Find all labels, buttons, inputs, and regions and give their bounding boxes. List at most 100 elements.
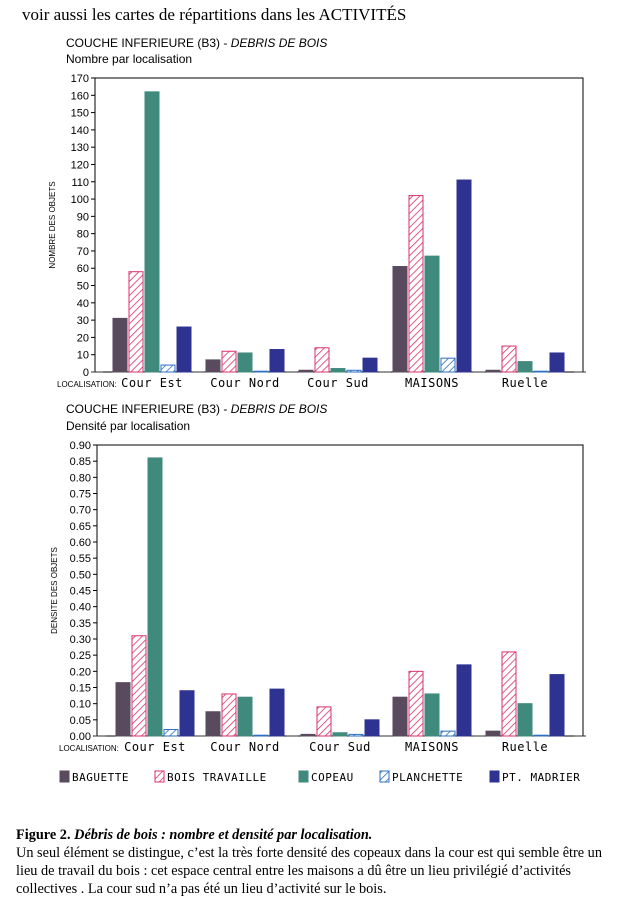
legend-label: BAGUETTE [72,771,129,784]
chart1-subtitle: Nombre par localisation [66,52,192,66]
y-tick-label: 20 [77,332,89,344]
bar-bois-travaille [314,347,330,373]
y-tick-label: 160 [71,90,89,102]
x-category-label: Cour Est [124,740,186,754]
y-tick-label: 170 [71,73,89,85]
y-tick-label: 0.80 [70,472,91,484]
bar-planchette [253,370,269,373]
legend-swatch [59,770,70,783]
bar-baguette [205,359,221,373]
y-axis-label: NOMBRE DES OBJETS [48,181,57,268]
bar-pt-madrier [362,357,378,373]
y-tick-label: 40 [77,298,89,310]
y-tick-label: 30 [77,315,89,327]
legend-label: BOIS TRAVAILLE [167,771,267,784]
figure-caption: Figure 2. Débris de bois : nombre et den… [16,826,616,898]
y-tick-label: 0.65 [70,521,91,533]
chart-nombre: 0 10 20 30 40 50 60 70 80 90 100 110 120 130 140 150 160… [48,73,586,390]
bar-copeau [424,255,440,373]
x-category-label: Cour Sud [309,740,371,754]
y-tick-label: 0.70 [70,505,91,517]
legend-swatch [489,770,500,783]
bar-pt-madrier [549,674,565,737]
y-tick-label: 0.45 [70,586,91,598]
bar-pt-madrier [269,688,285,737]
legend-swatch [298,770,309,783]
caption-body: Un seul élément se distingue, c’est la t… [16,845,602,897]
bar-baguette [485,730,501,737]
bar-pt-madrier [176,326,192,373]
x-category-label: Cour Est [121,376,183,390]
plot-frame [94,77,584,373]
chart2-title: COUCHE INFERIEURE (B3) - DEBRIS DE BOIS [66,402,327,416]
bar-planchette [163,729,179,737]
x-category-label: Cour Sud [307,376,369,390]
top-note: voir aussi les cartes de répartitions da… [22,5,407,24]
legend-swatch [379,770,390,783]
y-tick-label: 0.25 [70,650,91,662]
bar-planchette [533,370,549,373]
y-tick-label: 0.05 [70,715,91,727]
bar-copeau [237,696,253,737]
bar-pt-madrier [549,352,565,373]
bar-planchette [533,734,549,737]
chart1-title: COUCHE INFERIEURE (B3) - DEBRIS DE BOIS [66,36,327,50]
y-tick-label: 0.60 [70,537,91,549]
x-category-label: MAISONS [405,740,459,754]
bar-pt-madrier [364,719,380,737]
bar-pt-madrier [456,664,472,737]
bar-planchette [440,730,456,737]
bar-bois-travaille [408,195,424,373]
bar-baguette [485,369,501,373]
y-tick-label: 0.40 [70,602,91,614]
chart-legend: BAGUETTE BOIS TRAVAILLE COPEAU PLANCHETTE PT… [59,770,580,784]
y-tick-label: 60 [77,263,89,275]
x-category-label: Cour Nord [210,740,280,754]
y-tick-label: 0.85 [70,456,91,468]
chart-densite: 0.00 0.05 0.10 0.15 0.20 0.25 0.30 0.35 0.40 0.45… [50,440,586,754]
bar-planchette [346,369,362,373]
bar-bois-travaille [221,350,237,373]
bar-planchette [348,733,364,737]
y-tick-label: 0 [83,367,89,379]
bar-copeau [332,732,348,737]
x-category-label: Cour Nord [210,376,280,390]
legend-label: PT. MADRIER [502,771,580,784]
bar-bois-travaille [131,635,147,737]
bar-copeau [330,368,346,373]
y-tick-label: 0.90 [70,440,91,452]
bar-copeau [147,457,163,737]
y-tick-label: 100 [71,194,89,206]
bar-baguette [205,711,221,737]
y-tick-label: 130 [71,142,89,154]
bar-bois-travaille [128,271,144,373]
y-tick-label: 10 [77,350,89,362]
bar-baguette [115,682,131,737]
bar-copeau [237,352,253,373]
x-axis-label: LOCALISATION: [57,380,117,389]
bar-bois-travaille [501,651,517,737]
bar-copeau [517,361,533,373]
x-category-label: Ruelle [502,740,548,754]
bar-baguette [298,369,314,373]
bar-baguette [112,317,128,373]
y-tick-label: 0.50 [70,569,91,581]
legend-label: PLANCHETTE [392,771,463,784]
legend-label: COPEAU [311,771,354,784]
figure-label: Figure 2. [16,827,71,843]
bar-baguette [392,696,408,737]
bar-pt-madrier [269,349,285,373]
bar-bois-travaille [221,693,237,737]
bar-baguette [392,266,408,373]
x-axis-label: LOCALISATION: [59,744,119,753]
y-tick-label: 140 [71,125,89,137]
legend-swatch [154,770,165,783]
y-tick-label: 0.10 [70,699,91,711]
bar-bois-travaille [316,706,332,737]
bar-planchette [253,734,269,737]
y-tick-label: 90 [77,211,89,223]
y-tick-label: 0.30 [70,634,91,646]
x-category-label: MAISONS [405,376,459,390]
y-tick-label: 120 [71,159,89,171]
